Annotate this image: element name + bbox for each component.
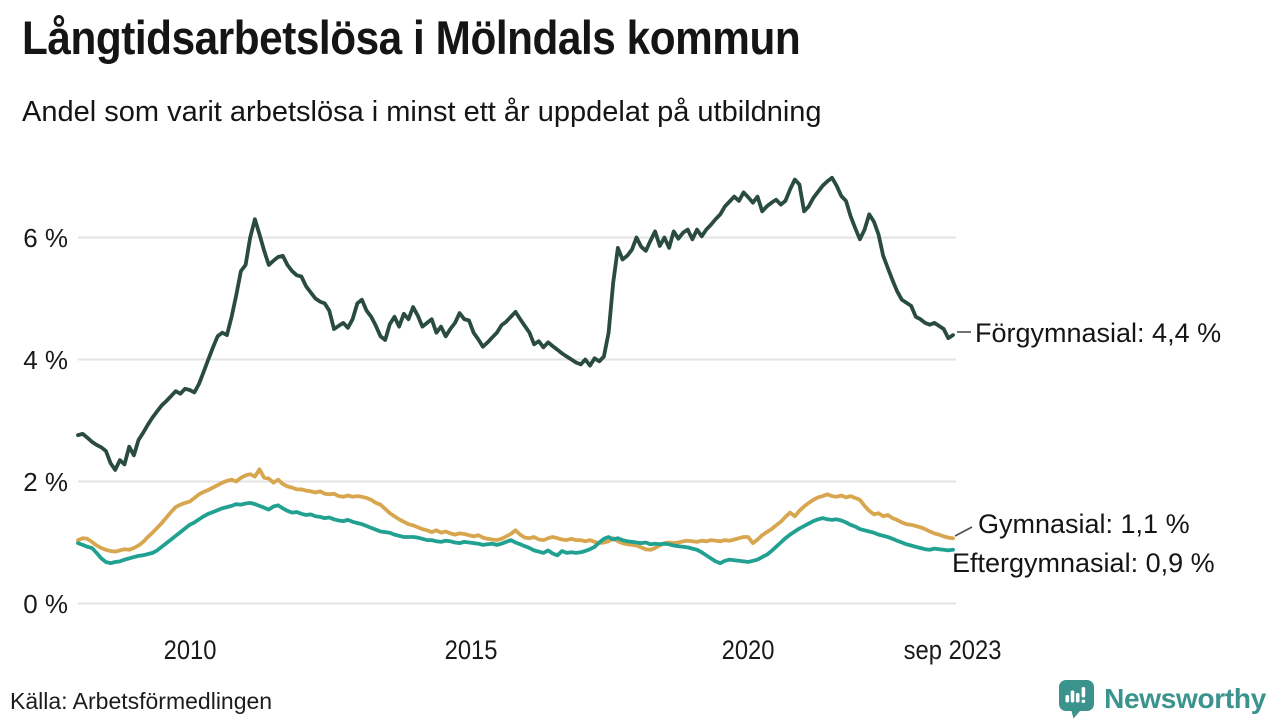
x-tick-text: 2010 — [163, 635, 217, 665]
x-tick-label-2010: 2010 — [100, 634, 280, 666]
line-gymnasial — [76, 467, 955, 554]
chart-title: Långtidsarbetslösa i Mölndals kommun — [22, 10, 887, 65]
bar-chart-speech-bubble-icon — [1059, 680, 1095, 719]
x-tick-label-2015: 2015 — [381, 634, 561, 666]
x-tick-text: 2020 — [721, 635, 775, 665]
newsworthy-logo: Newsworthy — [1058, 678, 1266, 720]
exclamation-bar — [1081, 687, 1086, 698]
line-förgymnasial — [76, 175, 955, 472]
series-label-eftergymnasial: Eftergymnasial: 0,9 % — [952, 548, 1215, 578]
bar-1 — [1065, 695, 1070, 703]
y-tick-label-0: 0 % — [23, 588, 68, 619]
series-label-förgymnasial: Förgymnasial: 4,4 % — [975, 318, 1222, 348]
chart-subtitle: Andel som varit arbetslösa i minst ett å… — [22, 96, 822, 128]
x-tick-text: 2015 — [444, 635, 498, 665]
exclamation-dot — [1081, 699, 1086, 703]
x-tick-label-2020: 2020 — [658, 634, 838, 666]
line-eftergymnasial — [76, 500, 955, 566]
x-tick-label-sep-2023: sep 2023 — [863, 634, 1043, 666]
bar-2 — [1070, 690, 1075, 703]
y-tick-label-6: 6 % — [23, 222, 68, 253]
series-label-gymnasial: Gymnasial: 1,1 % — [978, 509, 1190, 539]
bar-3 — [1075, 693, 1080, 703]
label-connector-gymnasial — [954, 526, 973, 537]
brand-name: Newsworthy — [1104, 683, 1266, 714]
y-tick-label-2: 2 % — [23, 466, 68, 497]
chart-title-text: Långtidsarbetslösa i Mölndals kommun — [22, 11, 801, 64]
source-note: Källa: Arbetsförmedlingen — [10, 688, 273, 714]
x-tick-text: sep 2023 — [904, 635, 1002, 665]
y-tick-label-4: 4 % — [23, 344, 68, 375]
